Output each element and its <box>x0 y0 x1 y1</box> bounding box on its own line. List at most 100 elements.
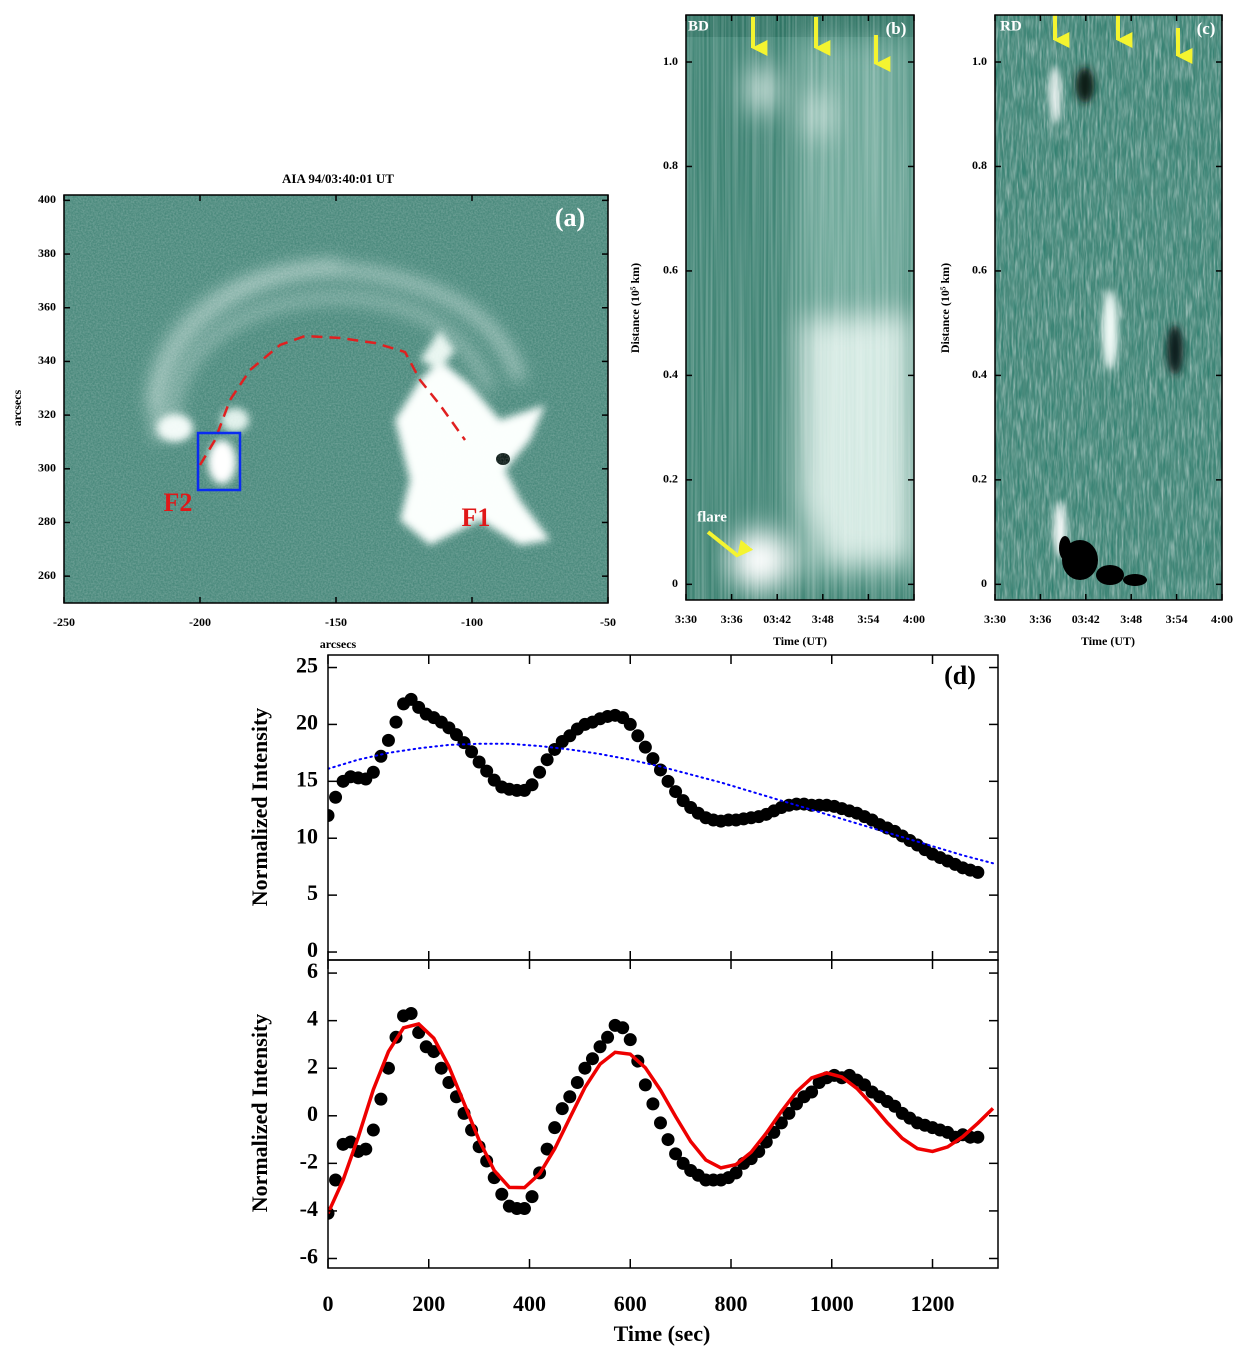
y-tick-label: 400 <box>38 192 56 206</box>
x-tick-label: -100 <box>461 615 483 629</box>
x-axis-label: arcsecs <box>320 637 357 651</box>
y-tick-label: 10 <box>296 823 318 848</box>
data-point <box>623 1033 637 1047</box>
arrows-c <box>1053 15 1193 64</box>
y-tick-label: -2 <box>300 1148 318 1173</box>
data-point <box>434 1061 448 1075</box>
y-tick-label: -6 <box>300 1244 318 1269</box>
x-tick-label: 03:42 <box>763 612 791 626</box>
data-point <box>517 1202 531 1216</box>
y-tick-label: 360 <box>38 299 56 313</box>
panel-label: (a) <box>555 203 585 232</box>
data-point <box>374 1092 388 1106</box>
data-point <box>329 790 343 804</box>
y-axis-label: arcsecs <box>10 389 24 426</box>
y-tick-label: 340 <box>38 353 56 367</box>
y-axis-label: Distance (10⁵ km) <box>938 263 952 353</box>
data-point <box>427 1045 441 1059</box>
data-point <box>457 736 471 750</box>
y-tick-label: 25 <box>296 653 318 678</box>
y-tick-label: 0.8 <box>972 158 987 172</box>
data-point <box>623 717 637 731</box>
data-point <box>366 1123 380 1137</box>
y-axis-label: Normalized Intensity <box>247 1014 272 1213</box>
y-tick-label: 0.8 <box>663 158 678 172</box>
y-tick-label: -4 <box>300 1196 318 1221</box>
y-tick-label: 0.2 <box>663 472 678 486</box>
data-point <box>472 755 486 769</box>
x-tick-label: 4:00 <box>903 612 925 626</box>
data-point <box>366 765 380 779</box>
annotation: flare <box>697 509 727 525</box>
data-point <box>465 745 479 759</box>
y-tick-label: 380 <box>38 246 56 260</box>
data-point <box>631 729 645 743</box>
y-tick-label: 0.6 <box>663 263 678 277</box>
y-tick-label: 15 <box>296 766 318 791</box>
y-tick-label: 0.4 <box>972 367 987 381</box>
axes-frame <box>685 14 915 601</box>
data-point <box>442 1075 456 1089</box>
data-point <box>563 1090 577 1104</box>
panel-label: (b) <box>886 19 907 38</box>
x-tick-label: 3:36 <box>1029 612 1051 626</box>
corner-text: RD <box>1000 18 1022 34</box>
y-tick-label: 0.6 <box>972 263 987 277</box>
y-tick-label: 1.0 <box>663 54 678 68</box>
data-point <box>381 1061 395 1075</box>
x-tick-label: 3:48 <box>1120 612 1142 626</box>
x-tick-label: 0 <box>323 1291 334 1316</box>
x-tick-label: 3:36 <box>721 612 743 626</box>
annotation: F2 <box>164 488 193 517</box>
region-box <box>196 431 242 492</box>
image-a <box>64 195 608 603</box>
data-point <box>669 1147 683 1161</box>
axes-frame <box>327 959 999 1269</box>
x-tick-label: 3:30 <box>675 612 697 626</box>
x-tick-label: 3:54 <box>1166 612 1188 626</box>
x-tick-label: 200 <box>412 1291 445 1316</box>
y-tick-label: 0.4 <box>663 367 678 381</box>
x-tick-label: 3:30 <box>984 612 1006 626</box>
data-point <box>616 1021 630 1035</box>
data-point <box>971 1130 985 1144</box>
data-point <box>601 1030 615 1044</box>
arrows-b <box>751 17 891 72</box>
x-tick-label: 1000 <box>810 1291 854 1316</box>
data-point <box>638 740 652 754</box>
data-point <box>805 1085 819 1099</box>
data-point <box>555 1102 569 1116</box>
y-axis-label: Normalized Intensity <box>247 708 272 907</box>
data-point <box>374 749 388 763</box>
trend-line <box>328 742 994 865</box>
panel-label: (d) <box>944 661 976 690</box>
data-point <box>578 1061 592 1075</box>
y-tick-label: 280 <box>38 514 56 528</box>
data-point <box>570 1075 584 1089</box>
x-tick-label: 1200 <box>911 1291 955 1316</box>
y-tick-label: 2 <box>307 1053 318 1078</box>
data-point <box>661 774 675 788</box>
data-point <box>638 1078 652 1092</box>
plot-area <box>328 692 994 879</box>
y-tick-label: 1.0 <box>972 54 987 68</box>
x-tick-label: 3:54 <box>857 612 879 626</box>
data-point <box>533 765 547 779</box>
data-point <box>328 808 335 822</box>
y-tick-label: 260 <box>38 568 56 582</box>
y-axis-label: Distance (10⁵ km) <box>628 263 642 353</box>
data-point <box>971 865 985 879</box>
fit-line <box>328 1022 995 1215</box>
image-b <box>686 15 914 600</box>
plot-area <box>328 1007 995 1220</box>
data-point <box>495 1187 509 1201</box>
data-point <box>661 1133 675 1147</box>
data-point <box>729 1166 743 1180</box>
data-point <box>389 715 403 729</box>
data-point <box>525 778 539 792</box>
corner-text: BD <box>688 18 709 34</box>
y-tick-label: 5 <box>307 880 318 905</box>
axes-frame <box>327 654 999 961</box>
x-tick-label: 3:48 <box>812 612 834 626</box>
data-point <box>646 1097 660 1111</box>
